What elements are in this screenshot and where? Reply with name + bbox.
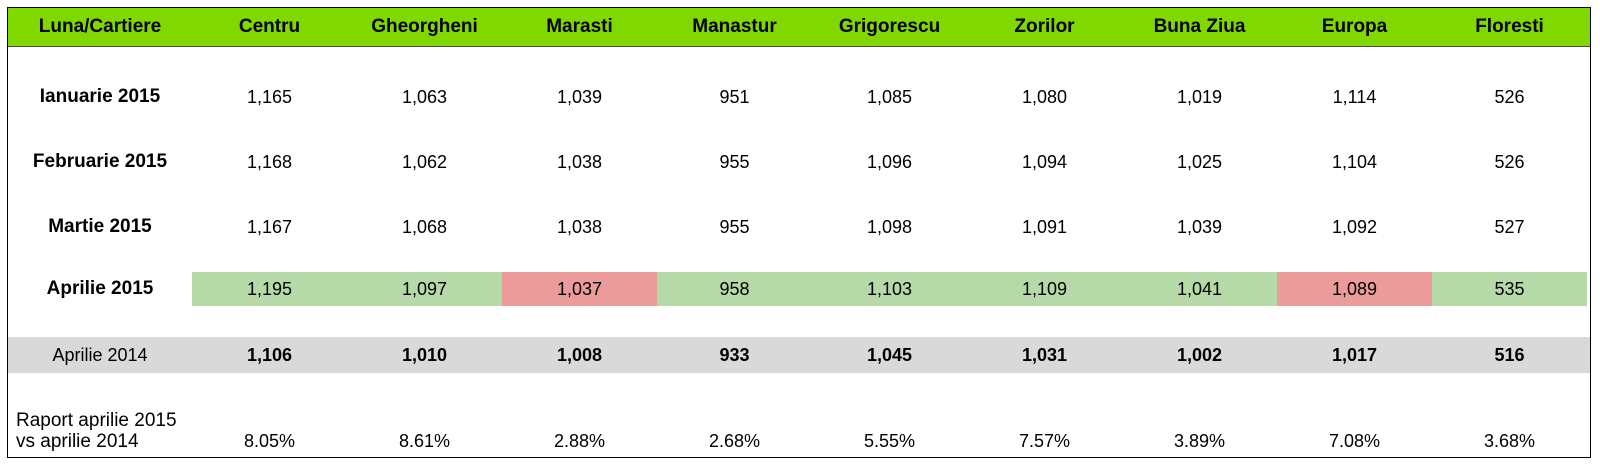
table-row: Martie 2015 1,167 1,068 1,038 955 1,098 … bbox=[8, 209, 1590, 245]
table-cell: 958 bbox=[657, 272, 812, 306]
ratio-cell: 7.08% bbox=[1328, 431, 1381, 451]
row-label: Aprilie 2015 bbox=[46, 278, 154, 299]
column-header-grigorescu: Grigorescu bbox=[838, 16, 941, 37]
table-cell: 1,045 bbox=[866, 344, 913, 365]
column-header-manastur: Manastur bbox=[692, 16, 777, 37]
table-cell: 1,114 bbox=[1332, 86, 1377, 107]
table-cell: 1,104 bbox=[1331, 151, 1378, 172]
table-cell: 1,008 bbox=[556, 344, 603, 365]
table-cell: 535 bbox=[1432, 272, 1587, 306]
row-label: Aprilie 2014 bbox=[52, 344, 148, 365]
data-table: Luna/Cartiere Centru Gheorgheni Marasti … bbox=[7, 7, 1591, 458]
table-cell: 1,025 bbox=[1176, 151, 1223, 172]
table-cell: 526 bbox=[1494, 151, 1525, 172]
ratio-label-line2: vs aprilie 2014 bbox=[16, 431, 139, 452]
table-cell: 1,097 bbox=[347, 272, 502, 306]
table-cell: 1,103 bbox=[812, 272, 967, 306]
table-cell: 955 bbox=[719, 216, 750, 237]
table-cell: 1,096 bbox=[866, 151, 913, 172]
column-header-centru: Centru bbox=[238, 16, 301, 37]
ratio-row: Raport aprilie 2015 vs aprilie 2014 8.05… bbox=[8, 396, 1590, 457]
ratio-cell: 5.55% bbox=[863, 431, 916, 451]
reference-row: Aprilie 2014 1,106 1,010 1,008 933 1,045… bbox=[8, 337, 1590, 373]
table-cell: 1,062 bbox=[401, 151, 448, 172]
table-cell: 1,167 bbox=[246, 216, 293, 237]
column-header-europa: Europa bbox=[1321, 16, 1388, 37]
ratio-cell: 8.61% bbox=[398, 431, 451, 451]
table-cell: 1,168 bbox=[246, 151, 293, 172]
table-cell: 1,068 bbox=[401, 216, 448, 237]
table-cell: 1,038 bbox=[556, 151, 603, 172]
table-cell: 1,085 bbox=[866, 86, 913, 107]
table-cell: 1,017 bbox=[1331, 344, 1378, 365]
table-cell: 1,106 bbox=[246, 344, 293, 365]
table-cell: 1,010 bbox=[401, 344, 448, 365]
column-header-floresti: Floresti bbox=[1475, 16, 1544, 37]
row-label: Martie 2015 bbox=[48, 216, 152, 237]
column-header-gheorgheni: Gheorgheni bbox=[371, 16, 478, 37]
table-cell: 526 bbox=[1494, 86, 1525, 107]
ratio-cell: 8.05% bbox=[243, 431, 296, 451]
ratio-cell: 2.68% bbox=[708, 431, 761, 451]
table-cell: 516 bbox=[1494, 344, 1525, 365]
table-cell: 1,092 bbox=[1331, 216, 1378, 237]
table-cell: 1,091 bbox=[1021, 216, 1068, 237]
table-row-highlighted: Aprilie 2015 1,195 1,097 1,037 958 1,103… bbox=[8, 272, 1590, 306]
ratio-label-line1: Raport aprilie 2015 bbox=[16, 410, 177, 431]
table-cell: 1,165 bbox=[246, 86, 293, 107]
column-header-marasti: Marasti bbox=[546, 16, 613, 37]
table-cell: 1,195 bbox=[192, 272, 347, 306]
table-row: Ianuarie 2015 1,165 1,063 1,039 951 1,08… bbox=[8, 79, 1590, 115]
ratio-cell: 3.89% bbox=[1173, 431, 1226, 451]
table-cell: 1,080 bbox=[1021, 86, 1068, 107]
table-cell: 951 bbox=[719, 86, 750, 107]
corner-header: Luna/Cartiere bbox=[38, 16, 162, 37]
table-cell: 955 bbox=[719, 151, 750, 172]
ratio-row-label: Raport aprilie 2015 vs aprilie 2014 bbox=[16, 396, 177, 457]
table-cell: 1,063 bbox=[401, 86, 448, 107]
ratio-cell: 3.68% bbox=[1483, 431, 1536, 451]
table-row: Februarie 2015 1,168 1,062 1,038 955 1,0… bbox=[8, 144, 1590, 180]
row-label: Ianuarie 2015 bbox=[39, 86, 161, 107]
table-cell: 1,039 bbox=[556, 86, 603, 107]
table-cell: 1,094 bbox=[1021, 151, 1068, 172]
table-cell: 1,098 bbox=[866, 216, 913, 237]
table-cell: 1,089 bbox=[1277, 272, 1432, 306]
table-cell: 1,037 bbox=[502, 272, 657, 306]
table-cell: 1,002 bbox=[1176, 344, 1223, 365]
ratio-cell: 7.57% bbox=[1018, 431, 1071, 451]
row-label: Februarie 2015 bbox=[32, 151, 168, 172]
table-cell: 1,038 bbox=[556, 216, 603, 237]
table-cell: 527 bbox=[1494, 216, 1525, 237]
table-cell: 1,039 bbox=[1176, 216, 1223, 237]
column-header-buna-ziua: Buna Ziua bbox=[1153, 16, 1246, 37]
table-cell: 1,041 bbox=[1122, 272, 1277, 306]
column-header-zorilor: Zorilor bbox=[1014, 16, 1075, 37]
table-cell: 1,019 bbox=[1176, 86, 1223, 107]
ratio-cell: 2.88% bbox=[553, 431, 606, 451]
table-cell: 1,031 bbox=[1021, 344, 1068, 365]
table-cell: 1,109 bbox=[967, 272, 1122, 306]
table-cell: 933 bbox=[719, 344, 750, 365]
header-row: Luna/Cartiere Centru Gheorgheni Marasti … bbox=[8, 8, 1590, 47]
